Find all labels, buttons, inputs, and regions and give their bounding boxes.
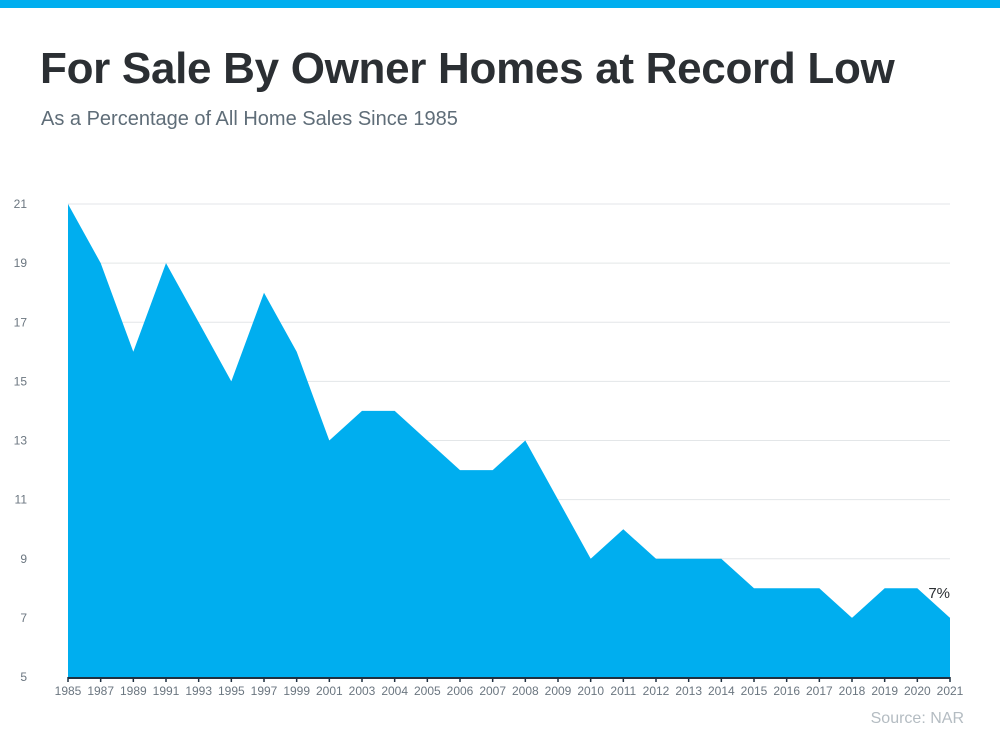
x-tick-label: 1987: [87, 684, 114, 698]
x-tick-label: 2008: [512, 684, 539, 698]
x-tick-label: 2006: [447, 684, 474, 698]
x-tick-label: 2015: [741, 684, 768, 698]
y-tick-label: 19: [14, 256, 28, 270]
y-tick-label: 21: [14, 197, 28, 211]
x-tick-label: 1995: [218, 684, 245, 698]
x-tick-label: 2021: [937, 684, 964, 698]
x-tick-label: 1989: [120, 684, 147, 698]
x-tick-label: 2001: [316, 684, 343, 698]
x-tick-label: 2017: [806, 684, 833, 698]
y-tick-label: 17: [14, 315, 28, 329]
x-tick-label: 2010: [577, 684, 604, 698]
top-accent-bar: [0, 0, 1000, 8]
y-tick-label: 11: [15, 493, 28, 507]
x-tick-label: 2007: [479, 684, 506, 698]
x-tick-label: 1985: [55, 684, 82, 698]
y-tick-label: 5: [20, 670, 27, 684]
x-tick-label: 2020: [904, 684, 931, 698]
x-tick-label: 2003: [349, 684, 376, 698]
x-tick-label: 2014: [708, 684, 735, 698]
y-tick-label: 15: [14, 374, 28, 388]
data-label: 7%: [928, 585, 950, 602]
x-tick-label: 2013: [675, 684, 702, 698]
x-tick-label: 2005: [414, 684, 441, 698]
x-tick-label: 2019: [871, 684, 898, 698]
x-tick-label: 2004: [381, 684, 408, 698]
y-tick-label: 9: [20, 552, 27, 566]
chart-title: For Sale By Owner Homes at Record Low: [40, 44, 895, 93]
x-tick-label: 2012: [643, 684, 670, 698]
x-tick-label: 1997: [251, 684, 278, 698]
area-series: [68, 204, 950, 677]
x-tick-label: 2009: [545, 684, 572, 698]
y-tick-label: 7: [20, 611, 27, 625]
x-tick-label: 1999: [283, 684, 310, 698]
x-tick-label: 2016: [773, 684, 800, 698]
source-note: Source: NAR: [870, 710, 964, 727]
x-tick-label: 2018: [839, 684, 866, 698]
x-tick-label: 2011: [610, 684, 636, 698]
x-tick-label: 1991: [153, 684, 180, 698]
x-tick-label: 1993: [185, 684, 212, 698]
chart-subtitle: As a Percentage of All Home Sales Since …: [41, 108, 458, 130]
y-tick-label: 13: [14, 434, 28, 448]
